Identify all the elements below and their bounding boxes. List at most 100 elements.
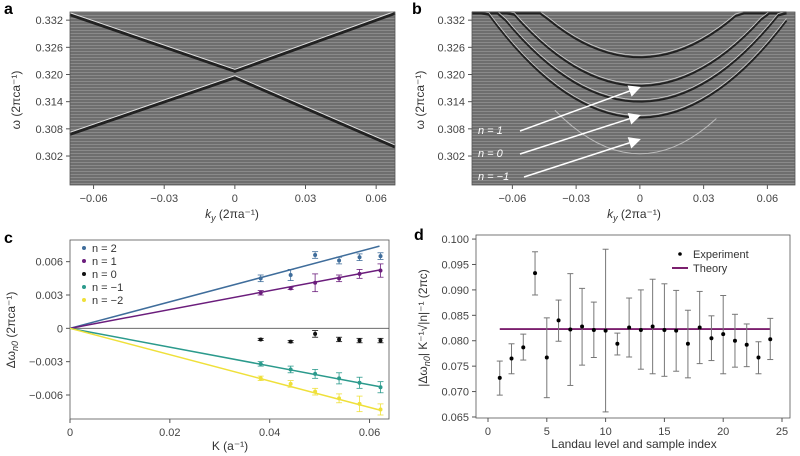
- panel-d-data-point: [580, 324, 585, 329]
- panel-c-legend-marker: [82, 285, 86, 289]
- panel-d-xtick-label: 10: [599, 426, 611, 438]
- panel-letter-a: a: [4, 1, 13, 18]
- panel-b-ylabel: ω (2πca⁻¹): [413, 71, 427, 130]
- panel-c-data-point: [258, 276, 263, 281]
- panel-d-xtick-label: 5: [544, 426, 550, 438]
- panel-d-data-point: [638, 328, 643, 333]
- legend-label-experiment: Experiment: [693, 249, 749, 261]
- panel-c-data-point: [357, 380, 362, 385]
- annotation-n1: n = 1: [478, 125, 503, 137]
- panel-c-fit-line-4: [69, 327, 380, 411]
- panel-b-landau-level-light: [472, 10, 787, 85]
- panel-d-data-point: [756, 355, 761, 360]
- panel-c-data-point: [288, 286, 293, 291]
- panel-a-frame: [69, 11, 396, 186]
- panel-c-data-point: [357, 401, 362, 406]
- panel-a-ytick-label: 0.320: [35, 69, 63, 81]
- panel-b-xlabel: ky (2πa⁻¹): [607, 207, 661, 223]
- panel-a-xtick-label: −0.06: [80, 193, 108, 205]
- panel-b-landau-level: [472, 12, 787, 59]
- panel-c-data-point: [378, 254, 383, 259]
- panel-c-ytick-label: 0: [57, 323, 63, 335]
- panel-d-xlabel: Landau level and sample index: [551, 437, 716, 451]
- panel-d-ytick-label: 0.065: [441, 412, 469, 424]
- panel-a-xtick-label: −0.03: [150, 193, 178, 205]
- panel-d-data-point: [697, 325, 702, 330]
- panel-d-ytick-label: 0.070: [441, 387, 469, 399]
- panel-c-data-point: [378, 268, 383, 273]
- panel-d-data-point: [744, 342, 749, 347]
- panel-c-data-point: [288, 273, 293, 277]
- annotation-n0: n = 0: [478, 148, 504, 160]
- panel-c-xtick-label: 0.04: [259, 427, 280, 439]
- panel-b-xtick-label: 0.06: [757, 193, 778, 205]
- panel-b-arrow: [519, 113, 641, 155]
- panel-d-ytick-label: 0.085: [441, 310, 469, 322]
- panel-b-ytick-label: 0.320: [437, 69, 465, 81]
- panel-d-data-point: [662, 328, 667, 333]
- panel-a-xtick-label: 0.03: [295, 193, 316, 205]
- panel-c-legend-label: n = −1: [92, 282, 123, 294]
- panel-b-ytick-label: 0.308: [437, 124, 465, 136]
- panel-a-ytick-label: 0.302: [35, 151, 63, 163]
- panel-d-data-point: [627, 325, 632, 330]
- panel-c-data-point: [258, 290, 263, 295]
- panel-b-xtick-label: −0.06: [498, 193, 526, 205]
- panel-c-fit-line-3: [69, 327, 380, 388]
- panel-d-data-point: [721, 332, 726, 337]
- panel-d-data-point: [497, 375, 502, 380]
- panel-c-ytick-label: −0.006: [29, 390, 63, 402]
- panel-c-xlabel: K (a⁻¹): [212, 439, 248, 453]
- panel-c-legend-marker: [82, 272, 86, 276]
- panel-b-frame: [471, 11, 796, 186]
- panel-c-frame: [69, 239, 390, 420]
- panel-c-legend-label: n = −2: [92, 295, 123, 307]
- panel-d-data-point: [568, 327, 573, 332]
- panel-c-xtick-label: 0.02: [159, 427, 180, 439]
- panel-c-data-point: [288, 367, 293, 372]
- legend-label-theory: Theory: [693, 263, 728, 275]
- panel-d-data-point: [533, 271, 538, 276]
- panel-a-ytick-label: 0.308: [35, 124, 63, 136]
- panel-b-ytick-label: 0.302: [437, 151, 465, 163]
- legend-marker-experiment: [678, 252, 682, 256]
- panel-c-xtick-label: 0: [67, 427, 73, 439]
- panel-letter-b: b: [412, 1, 422, 18]
- panel-c-legend-label: n = 2: [92, 243, 117, 255]
- panel-b-landau-level-light: [472, 10, 787, 56]
- panel-c-data-point: [357, 338, 362, 343]
- panel-b-arrow: [523, 137, 641, 178]
- panel-c-data-point: [258, 376, 263, 381]
- panel-letter-c: c: [4, 230, 13, 247]
- panel-c-ytick-label: −0.003: [29, 357, 63, 369]
- panel-d-data-point: [509, 356, 514, 361]
- panel-d-data-point: [732, 338, 737, 343]
- panel-c-legend-label: n = 0: [92, 269, 117, 281]
- panel-a-ytick-label: 0.332: [35, 15, 63, 27]
- panel-c-ytick-label: 0.006: [35, 257, 63, 269]
- panel-c-data-point: [313, 389, 318, 394]
- panel-c-data-point: [313, 331, 318, 336]
- panel-a-spectrum: [70, 12, 395, 185]
- panel-d-data-point: [591, 328, 596, 333]
- panel-c-data-point: [378, 385, 383, 390]
- panel-d-xtick-label: 20: [717, 426, 729, 438]
- panel-c-data-point: [357, 271, 362, 276]
- panel-d-data-point: [556, 318, 561, 323]
- panel-b-ytick-label: 0.332: [437, 15, 465, 27]
- panel-a-xtick-label: 0.06: [365, 193, 386, 205]
- panel-c-legend-marker: [82, 259, 86, 263]
- panel-a-band-dark: [69, 76, 396, 149]
- panel-d-data-point: [768, 337, 773, 342]
- panel-c-legend-label: n = 1: [92, 256, 117, 268]
- annotation-n-1: n = −1: [478, 171, 509, 183]
- panel-c-data-point: [288, 381, 293, 386]
- panel-b-ytick-label: 0.314: [437, 97, 465, 109]
- panel-a-ylabel: ω (2πca⁻¹): [9, 71, 23, 130]
- panel-d-ylabel: |Δωn0| K⁻¹√|n|⁻¹ (2πc): [416, 269, 432, 386]
- panel-d-frame: [475, 234, 791, 419]
- panel-d-ytick-label: 0.090: [441, 285, 469, 297]
- panel-d-ytick-label: 0.100: [441, 234, 469, 246]
- panel-d-ytick-label: 0.080: [441, 336, 469, 348]
- panel-c-data-point: [337, 258, 342, 263]
